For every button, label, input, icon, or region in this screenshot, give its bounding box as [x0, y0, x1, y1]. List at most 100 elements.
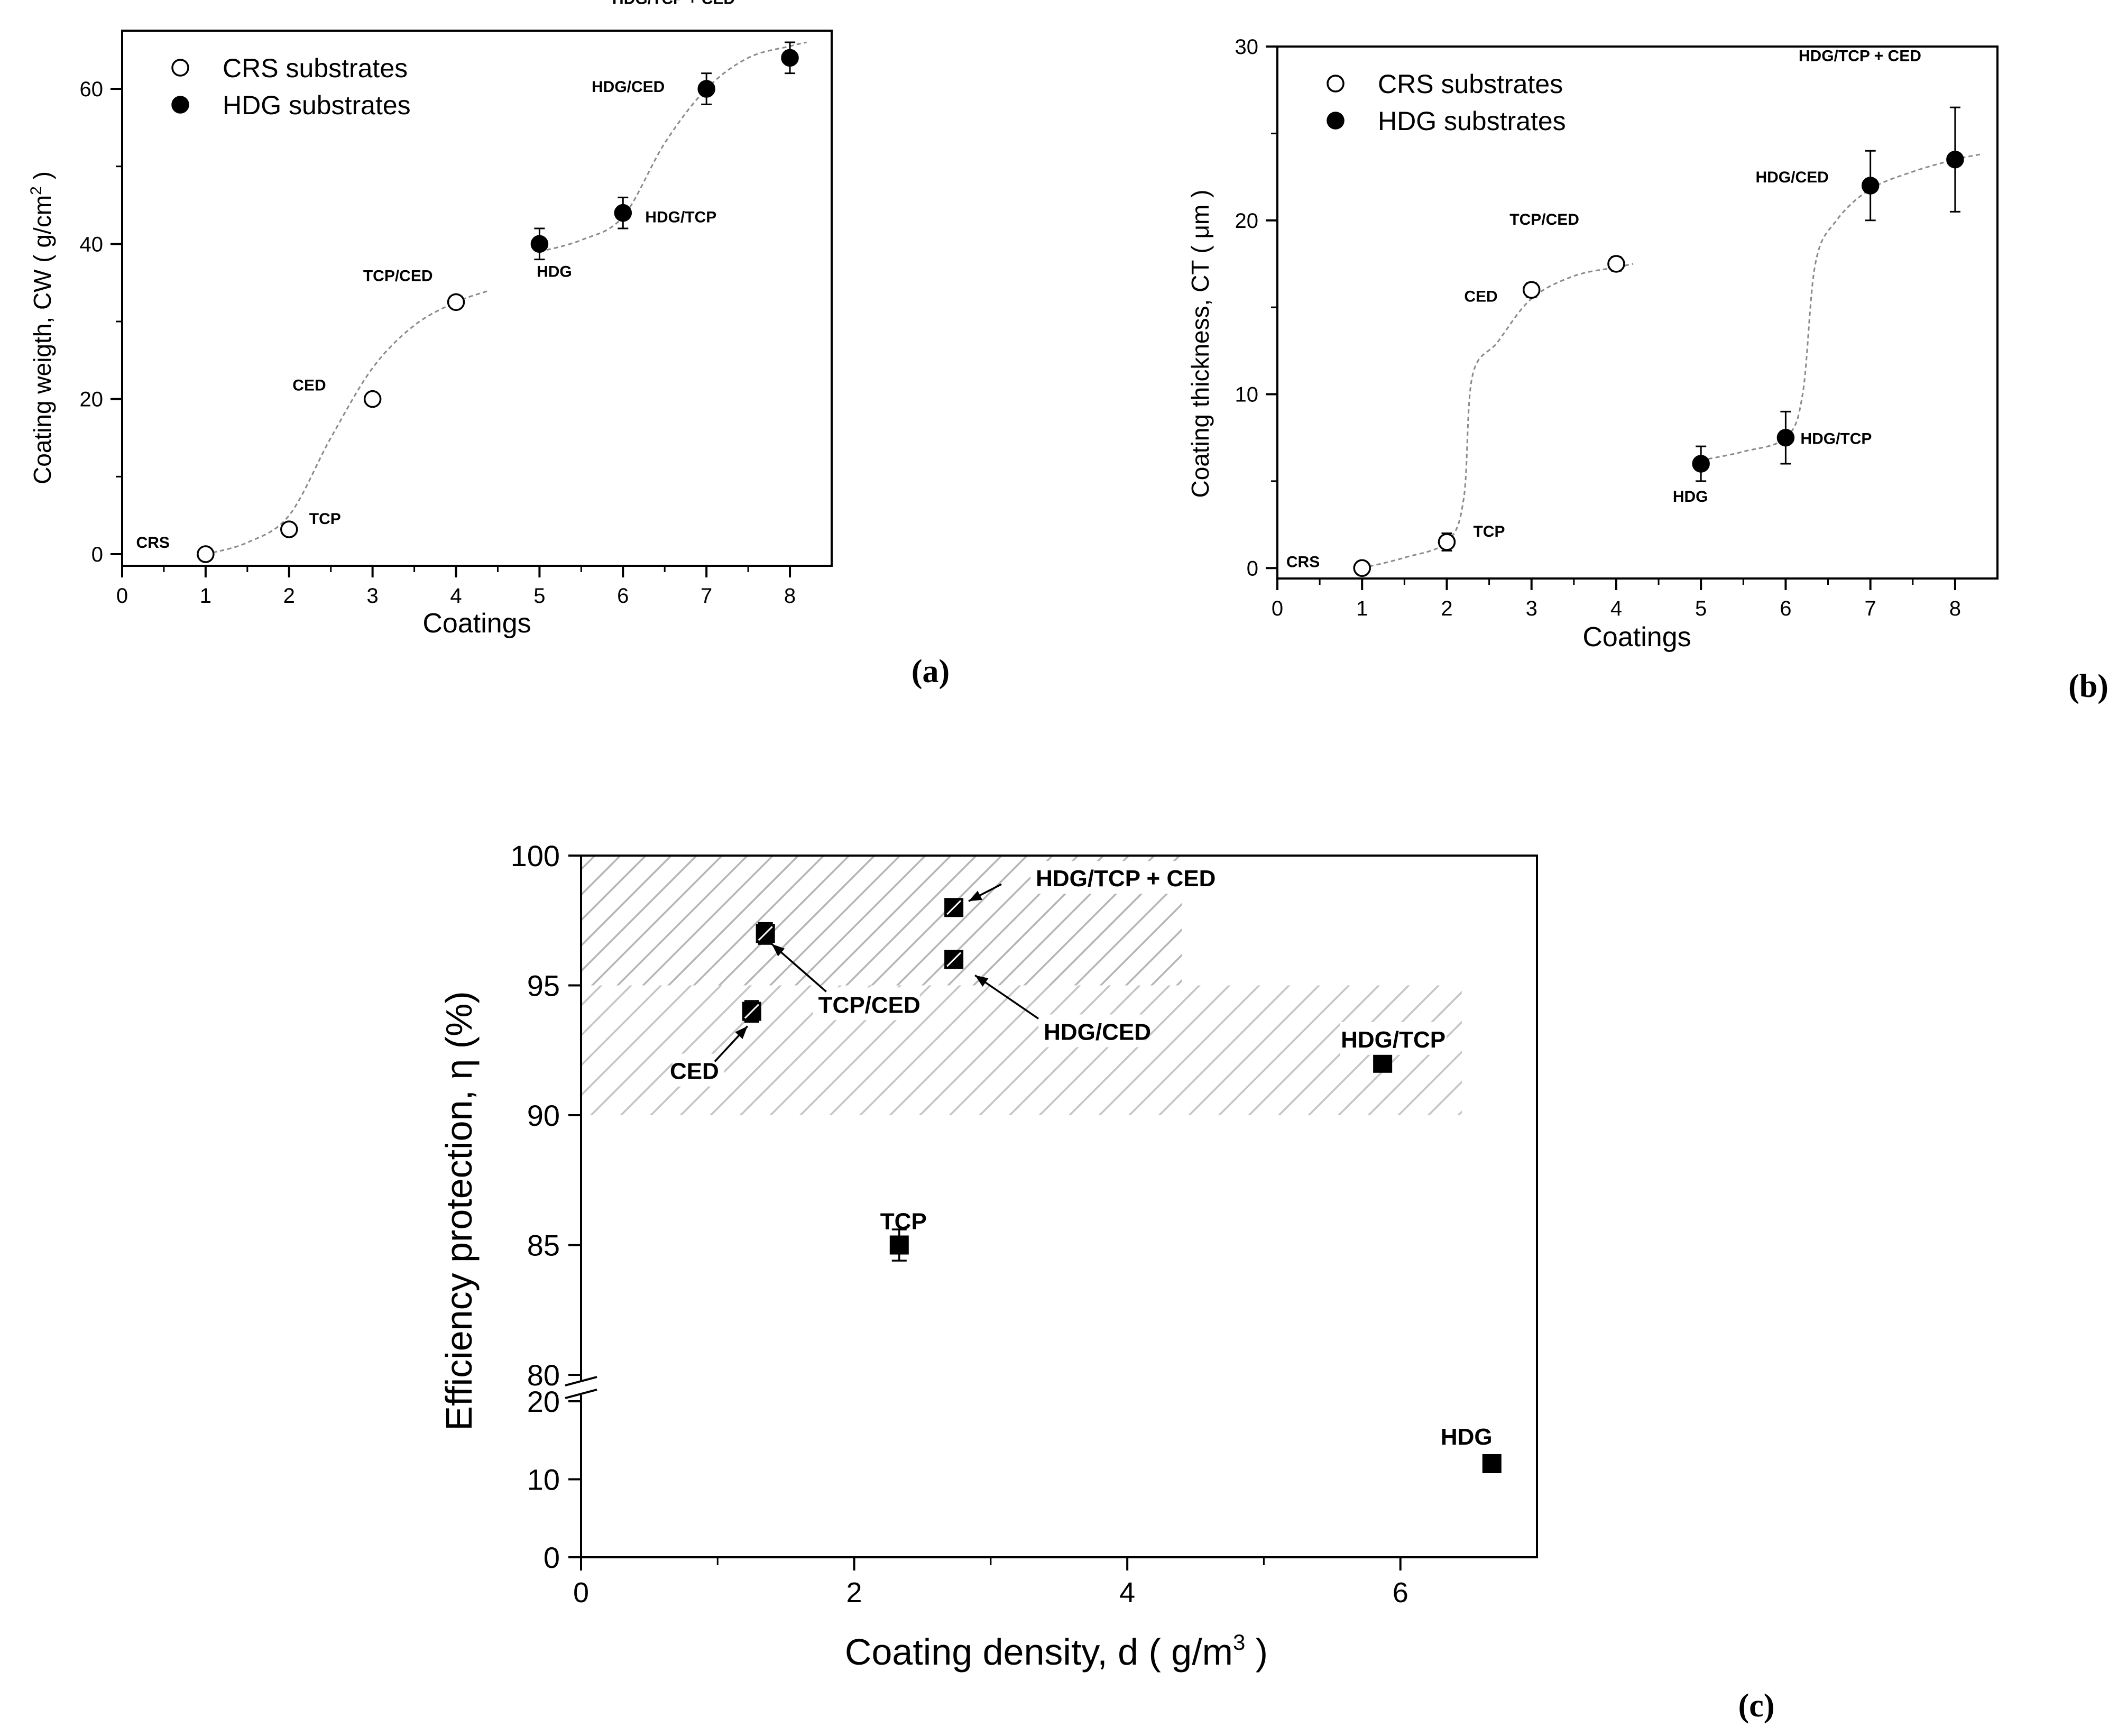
data-label: HDG/TCP + CED: [1036, 866, 1216, 892]
x-tick-label: 0: [1272, 597, 1283, 620]
data-label: HDG: [537, 263, 572, 280]
arrow-head: [975, 975, 989, 987]
x-tick-label: 7: [1865, 597, 1876, 620]
x-tick-label: 2: [1441, 597, 1452, 620]
panel-label: (c): [1738, 1688, 1775, 1724]
x-tick-label: 8: [784, 584, 796, 608]
x-tick-label: 5: [533, 584, 545, 608]
x-tick-label: 4: [450, 584, 462, 608]
leader-arrow: [974, 974, 1039, 1019]
y-tick-label: 10: [1235, 383, 1259, 407]
chart-panel-a: 0 1 2 3 4 5 6 7 8 0 20 40 60 CRS TCP CED TCP/CED HDG HDG/…: [27, 0, 950, 690]
axis-break-mark: [565, 1389, 597, 1399]
marker-diagonal: [946, 900, 962, 915]
data-label: HDG/TCP: [1800, 430, 1872, 448]
data-label: TCP: [880, 1209, 927, 1235]
y-tick-label: 0: [1247, 557, 1258, 580]
shaded-region-good: [581, 985, 1462, 1115]
y-tick-label: 40: [80, 233, 104, 256]
x-tick-label: 1: [1356, 597, 1368, 620]
legend-marker: [171, 96, 189, 114]
x-tick-label: 0: [116, 584, 128, 608]
data-point-filled: [614, 204, 632, 222]
data-label: CED: [292, 377, 326, 394]
y-tick-label: 100: [511, 839, 560, 872]
y-tick-label: 30: [1235, 35, 1259, 59]
data-point-open: [1522, 281, 1541, 299]
data-label: HDG/TCP + CED: [1799, 48, 1921, 65]
trend-curve: [1700, 153, 1981, 461]
legend-entry: HDG substrates: [223, 90, 411, 120]
x-tick-label: 6: [1393, 1577, 1408, 1609]
data-point-open: [280, 520, 298, 538]
trend-curve: [1361, 263, 1634, 569]
legend-marker: [1327, 112, 1345, 130]
data-point-filled: [530, 235, 549, 253]
data-label: CED: [670, 1059, 719, 1085]
y-axis-label: Coating weigth, CW ( g/cm2 ): [27, 171, 56, 484]
data-label: CRS: [1286, 553, 1320, 571]
data-point-open: [197, 545, 215, 563]
data-point-square: [1482, 1454, 1502, 1473]
marker-diagonal: [946, 952, 962, 967]
y-axis-label: Coating thickness, CT ( μm ): [1186, 190, 1214, 498]
data-point-open: [1438, 533, 1456, 551]
y-tick-label: 20: [80, 388, 104, 411]
data-label: TCP/CED: [363, 267, 433, 284]
arrow-head: [969, 890, 982, 902]
y-tick-label: 0: [91, 543, 103, 566]
y-tick-label: 20: [527, 1385, 560, 1418]
data-point-filled: [697, 80, 715, 98]
x-tick-label: 6: [617, 584, 629, 608]
data-label: HDG/CED: [1755, 169, 1828, 186]
data-label: CED: [1464, 288, 1497, 305]
x-tick-label: 6: [1780, 597, 1791, 620]
data-point-square: [1373, 1053, 1393, 1073]
axis-break-mark: [565, 1376, 597, 1386]
data-label: HDG/CED: [592, 78, 665, 96]
plot-frame: [580, 855, 1538, 1558]
label-background: [1340, 1022, 1447, 1055]
y-axis-label: Efficiency protection, η (%): [438, 991, 480, 1430]
plot-frame: [1276, 45, 1999, 580]
data-label: HDG/TCP: [1341, 1027, 1445, 1053]
chart-panel-c: 0 2 4 6 80 85 90 95 100 0 10 20 CED TCP/CED TCP HDG/CE…: [438, 839, 1774, 1724]
data-label: HDG/CED: [1044, 1019, 1151, 1045]
y-tick-label: 10: [527, 1463, 560, 1496]
legend-entry: CRS substrates: [1378, 69, 1563, 99]
data-label: TCP: [1473, 523, 1505, 540]
marker-diagonal: [758, 926, 773, 941]
trend-curve: [539, 41, 807, 253]
y-tick-label: 95: [527, 969, 560, 1003]
arrow-head: [771, 944, 785, 957]
data-label: HDG: [1673, 488, 1708, 506]
x-axis-label: Coatings: [422, 608, 531, 639]
x-tick-label: 3: [367, 584, 379, 608]
x-tick-label: 0: [573, 1577, 589, 1609]
x-axis-label: Coatings: [1582, 622, 1691, 653]
trend-curve: [205, 289, 490, 555]
data-label: HDG/TCP + CED: [612, 0, 735, 7]
legend-marker: [1327, 75, 1345, 93]
legend-entry: CRS substrates: [223, 53, 408, 83]
y-tick-label: 0: [544, 1541, 560, 1574]
arrow-head: [735, 1026, 748, 1039]
x-tick-label: 4: [1610, 597, 1622, 620]
x-tick-label: 2: [283, 584, 295, 608]
data-label: TCP/CED: [818, 992, 920, 1018]
data-label: TCP: [309, 510, 341, 528]
data-point-open: [363, 390, 382, 408]
y-tick-label: 80: [527, 1358, 560, 1392]
y-tick-label: 90: [527, 1099, 560, 1132]
data-label: CRS: [136, 534, 170, 552]
x-tick-label: 8: [1949, 597, 1961, 620]
chart-panel-b: 0 1 2 3 4 5 6 7 8 0 10 20 30 CRS TCP CED TCP/CED HDG HDG/…: [1186, 35, 2108, 704]
x-tick-label: 2: [846, 1577, 862, 1609]
data-label: HDG: [1441, 1424, 1493, 1450]
plot-frame: [121, 30, 833, 567]
x-tick-label: 3: [1526, 597, 1537, 620]
data-point-open: [1607, 255, 1625, 273]
marker-diagonal: [744, 1004, 759, 1019]
y-tick-label: 20: [1235, 209, 1259, 233]
